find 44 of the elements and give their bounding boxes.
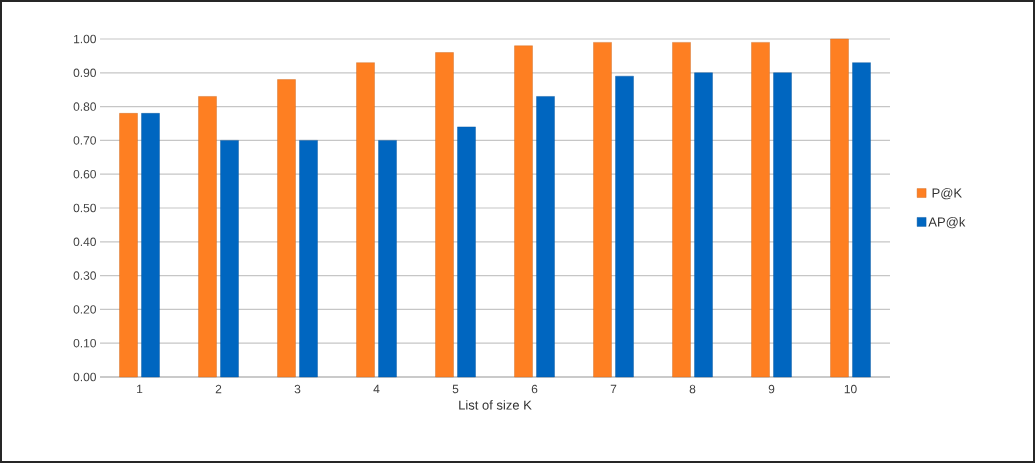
y-tick-label: 0.60: [73, 169, 97, 179]
bar: [615, 75, 634, 378]
x-tick-label: 7: [610, 384, 617, 394]
bar: [220, 140, 239, 378]
bar: [830, 38, 849, 378]
y-tick-label: 0.50: [73, 203, 97, 213]
y-tick-label: 0.40: [73, 237, 97, 247]
y-tick-label: 0.90: [73, 68, 97, 78]
bar: [299, 140, 318, 378]
bar: [277, 79, 296, 378]
y-tick-label: 0.00: [73, 372, 97, 382]
y-tick-label: 0.80: [73, 102, 97, 111]
x-tick-label: 2: [215, 384, 222, 394]
legend-label: AP@k: [928, 216, 966, 229]
x-tick-label: 5: [452, 384, 459, 394]
bar: [457, 126, 476, 378]
x-tick-label: 6: [531, 384, 538, 394]
x-tick-label: 10: [844, 384, 857, 394]
bar: [378, 140, 397, 378]
bar: [773, 72, 792, 378]
y-tick-label: 0.20: [73, 305, 97, 314]
bar: [119, 113, 138, 378]
bar: [198, 96, 217, 378]
bar: [514, 45, 533, 378]
legend-label: P@K: [932, 188, 962, 200]
x-tick-label: 8: [689, 384, 696, 394]
bar: [593, 42, 612, 378]
x-axis-title: List of size K: [459, 400, 532, 410]
x-tick-label: 3: [294, 384, 301, 394]
x-tick-label: 9: [768, 384, 775, 394]
bar: [141, 113, 160, 378]
bar: [356, 62, 375, 378]
y-tick-label: 0.30: [73, 271, 97, 280]
y-tick-label: 0.70: [73, 136, 97, 145]
x-tick-label: 1: [137, 384, 143, 394]
bar: [435, 52, 454, 378]
y-tick-label: 0.10: [73, 338, 97, 348]
bar: [852, 62, 871, 378]
y-tick-label: 1.00: [74, 34, 97, 44]
bar: [694, 72, 713, 378]
bar: [672, 42, 691, 378]
bar: [536, 96, 555, 378]
x-tick-label: 4: [373, 384, 380, 394]
bar: [751, 42, 770, 378]
